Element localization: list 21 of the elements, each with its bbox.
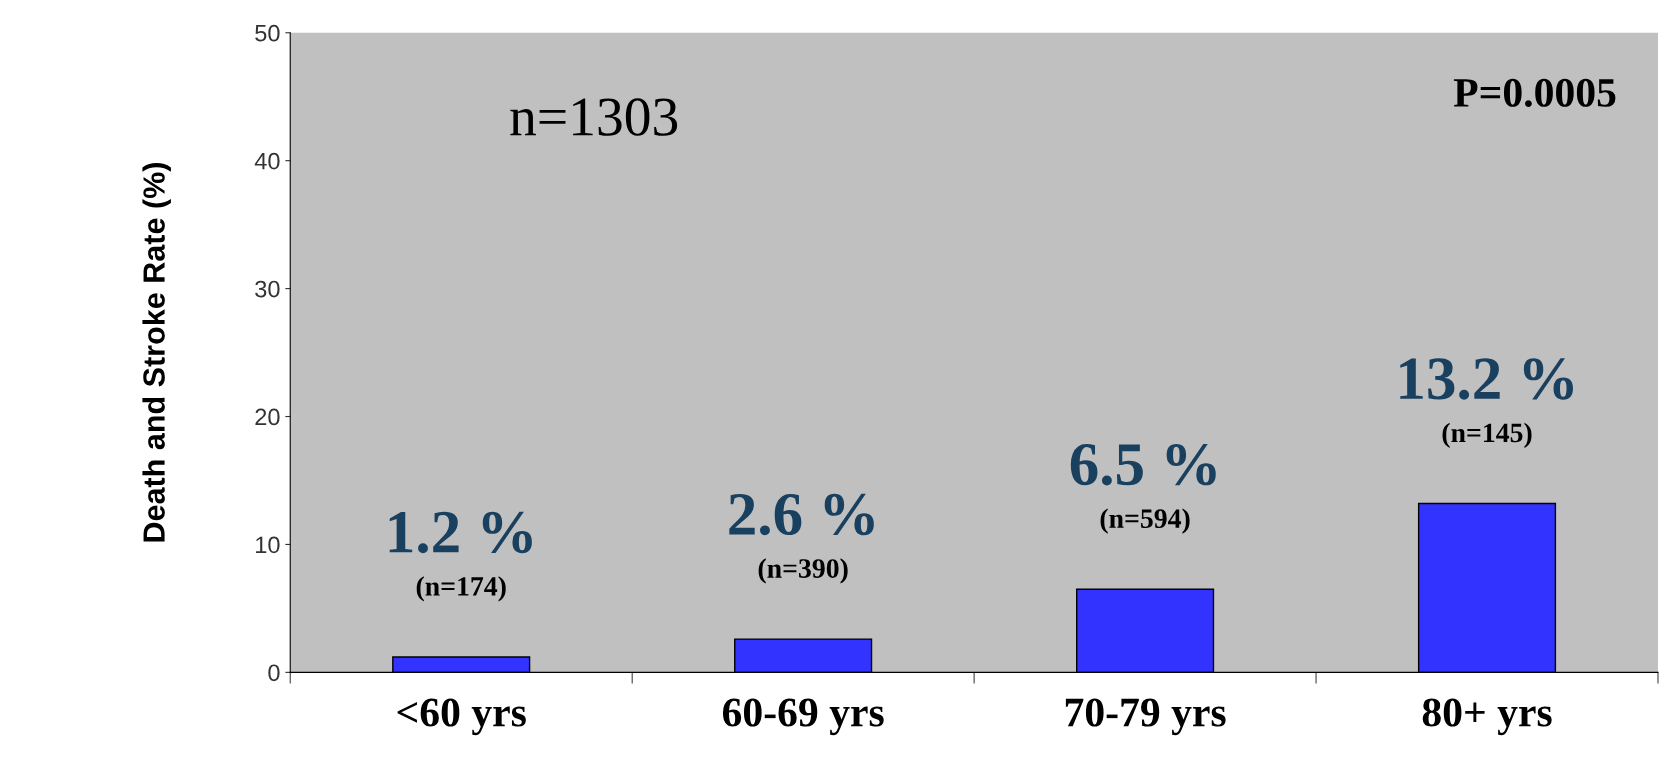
y-tick-label: 20: [255, 408, 280, 426]
annotation: (n=390): [758, 558, 848, 584]
y-tick-label: 50: [255, 24, 280, 42]
y-tick-label: 0: [268, 664, 280, 682]
x-tick-label: 60-69 yrs: [722, 698, 884, 736]
annotation: n=1303: [510, 98, 678, 136]
y-tick-label: 10: [256, 536, 280, 554]
annotation: (n=145): [1442, 422, 1532, 448]
x-tick-label: 70-79 yrs: [1065, 698, 1226, 736]
annotation: P=0.0005: [1453, 78, 1616, 108]
annotation: (n=174): [416, 576, 506, 602]
y-axis-title: Death and Stroke Rate (%): [142, 163, 171, 542]
y-tick-label: 30: [255, 280, 280, 298]
x-tick-label: <60 yrs: [397, 698, 526, 736]
data-label: 2.6 %: [729, 493, 874, 536]
data-label: 13.2 %: [1400, 358, 1573, 400]
y-tick-label: 40: [254, 152, 280, 170]
data-label: 6.5 %: [1070, 443, 1216, 486]
x-tick-label: 80+ yrs: [1422, 698, 1552, 736]
annotation: (n=594): [1100, 508, 1190, 534]
data-label: 1.2 %: [389, 511, 532, 554]
